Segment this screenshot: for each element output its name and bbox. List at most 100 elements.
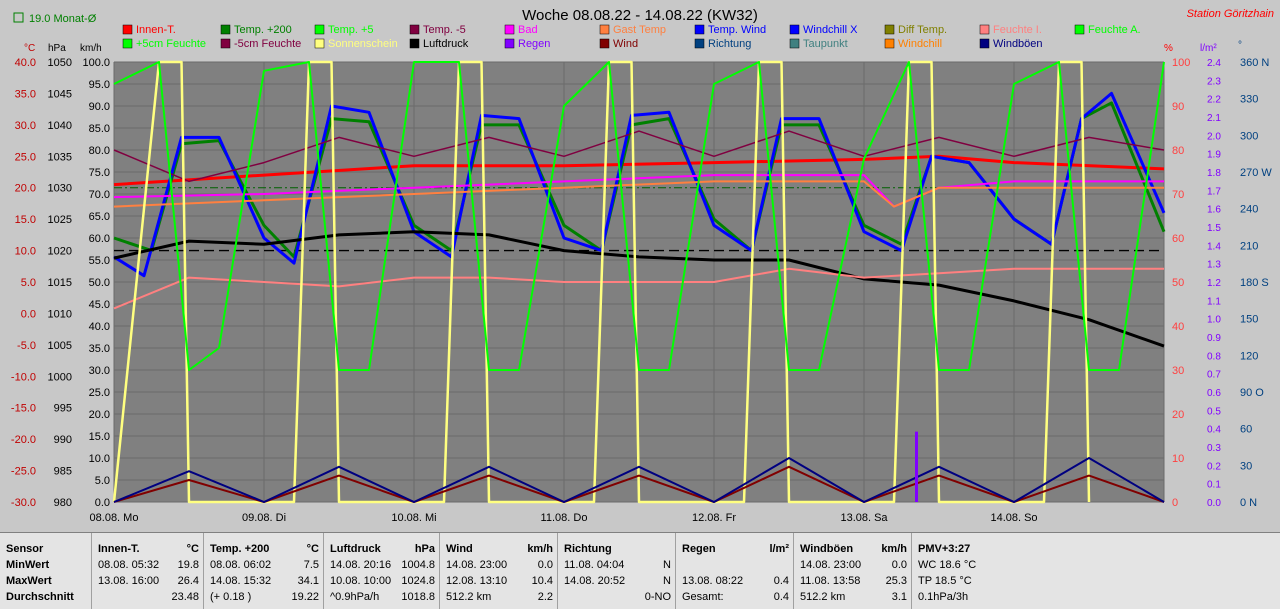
legend: Innen-T. Temp. +200 Temp. +5 Temp. -5 Bad Gas… — [122, 24, 1141, 50]
rain-tick-label: 1.3 — [1207, 260, 1221, 271]
rain-tick-label: 2.4 — [1207, 58, 1221, 69]
unit-dir: ° — [1238, 40, 1242, 51]
legend-label: Feuchte A. — [1088, 24, 1141, 36]
kmh-tick-label: 55.0 — [89, 255, 110, 267]
rain-tick-label: 0.4 — [1207, 425, 1221, 436]
kmh-tick-label: 45.0 — [89, 299, 110, 311]
stats-time: 512.2 km — [446, 591, 492, 603]
stats-value: 0.0 — [537, 559, 553, 571]
stats-time: 13.08. 16:00 — [98, 575, 160, 587]
kmh-tick-label: 70.0 — [89, 189, 110, 201]
kmh-tick-label: 25.0 — [89, 387, 110, 399]
dir-tick-label: 240 — [1240, 204, 1258, 216]
series-line-feuchte-i- — [113, 267, 1164, 310]
rain-tick-label: 1.5 — [1207, 223, 1221, 234]
stats-value: 19.8 — [177, 559, 199, 571]
temp-tick-label: 35.0 — [15, 88, 36, 100]
legend-label: Richtung — [708, 38, 751, 50]
dir-tick-label: 360 N — [1240, 57, 1269, 69]
stats-value: N — [663, 559, 671, 571]
series-line-bad — [113, 174, 1164, 208]
temp-tick-label: 40.0 — [15, 57, 36, 69]
legend-swatch — [694, 38, 705, 49]
legend-label: Diff Temp. — [898, 24, 947, 36]
series-line-feuchte-a- — [113, 61, 1165, 371]
rain-tick-label: 2.0 — [1207, 131, 1221, 142]
temp-tick-label: -30.0 — [11, 497, 36, 509]
legend-swatch — [789, 24, 800, 35]
hpa-tick-label: 990 — [54, 434, 72, 446]
legend-swatch — [599, 38, 610, 49]
temp-tick-label: -10.0 — [11, 371, 36, 383]
stats-value: 10.4 — [531, 575, 553, 587]
legend-swatch — [314, 38, 325, 49]
legend-label: Bad — [518, 24, 538, 36]
legend-swatch — [409, 24, 420, 35]
day-label: 12.08. Fr — [692, 512, 736, 524]
stats-time: 11.08. 04:04 — [564, 559, 625, 571]
rain-tick-label: 0.9 — [1207, 333, 1221, 344]
legend-label: Regen — [518, 38, 550, 50]
temp-tick-label: -25.0 — [11, 466, 36, 478]
stats-time: 14.08. 20:16 — [330, 559, 392, 571]
stats-col-name: Innen-T. — [98, 543, 140, 555]
series-group — [112, 60, 1166, 504]
stats-col-unit: km/h — [527, 543, 553, 555]
temp-tick-label: 25.0 — [15, 151, 36, 163]
stats-value: 7.5 — [303, 559, 319, 571]
dir-tick-label: 60 — [1240, 424, 1252, 436]
temp-tick-label: 5.0 — [21, 277, 36, 289]
legend-label: -5cm Feuchte — [234, 38, 301, 50]
weather-chart: 40.0 35.0 30.0 25.0 20.0 15.0 10.0 5.0 0.0 -5.0 -1… — [10, 7, 1274, 524]
series-line-windb-en — [113, 457, 1165, 503]
stats-col-unit: °C — [306, 543, 319, 555]
stats-label-avg: Durchschnitt — [6, 591, 74, 603]
day-label: 13.08. Sa — [840, 512, 888, 524]
kmh-tick-label: 85.0 — [89, 123, 110, 135]
legend-label: Temp. Wind — [708, 24, 766, 36]
legend-swatch — [122, 38, 133, 49]
pct-tick-label: 10 — [1172, 453, 1184, 465]
pct-tick-label: 90 — [1172, 101, 1184, 113]
unit-kmh: km/h — [80, 43, 102, 54]
pct-tick-label: 70 — [1172, 189, 1184, 201]
legend-label: Temp. -5 — [423, 24, 466, 36]
rain-tick-label: 1.9 — [1207, 150, 1221, 161]
stats-col-name: Windböen — [800, 543, 854, 555]
axes-group: 40.0 35.0 30.0 25.0 20.0 15.0 10.0 5.0 0.0 -5.0 -1… — [11, 57, 1272, 524]
stats-col-name: PMV+3:27 — [918, 543, 971, 555]
stats-col-windboeen: Windböen km/h 14.08. 23:00 0.0 11.08. 13:5… — [794, 533, 912, 609]
stats-time: 14.08. 15:32 — [210, 575, 272, 587]
hpa-tick-label: 1040 — [48, 120, 72, 132]
series-line-temp-5 — [113, 130, 1165, 183]
day-label: 11.08. Do — [541, 512, 588, 524]
series-line-gast-temp — [113, 180, 1164, 208]
temp-tick-label: 0.0 — [21, 308, 36, 320]
stats-value: N — [663, 575, 671, 587]
stats-col-innen: Innen-T. °C 08.08. 05:32 19.8 13.08. 16:00… — [92, 533, 204, 609]
legend-swatch — [599, 24, 610, 35]
rain-tick-label: 1.6 — [1207, 205, 1221, 216]
kmh-tick-label: 50.0 — [89, 277, 110, 289]
dir-tick-label: 330 — [1240, 94, 1258, 106]
legend-label: Windchill — [898, 38, 942, 50]
stats-row-labels: Sensor MinWert MaxWert Durchschnitt — [0, 533, 92, 609]
dir-tick-label: 300 — [1240, 130, 1258, 142]
hpa-tick-label: 1050 — [48, 57, 72, 69]
hpa-tick-label: 1020 — [48, 246, 72, 258]
legend-label: Sonnenschein — [328, 38, 398, 50]
legend-label: Feuchte I. — [993, 24, 1042, 36]
hpa-tick-label: 1045 — [48, 88, 72, 100]
legend-swatch — [504, 24, 515, 35]
legend-swatch — [409, 38, 420, 49]
stats-value: 2.2 — [537, 591, 553, 603]
kmh-tick-label: 60.0 — [89, 233, 110, 245]
stats-label-min: MinWert — [6, 559, 50, 571]
day-label: 08.08. Mo — [90, 512, 139, 524]
legend-swatch — [884, 24, 895, 35]
kmh-tick-label: 90.0 — [89, 101, 110, 113]
rain-tick-label: 1.1 — [1207, 296, 1221, 307]
stats-time: 12.08. 13:10 — [446, 575, 508, 587]
legend-label: Temp. +5 — [328, 24, 374, 36]
stats-time — [682, 557, 789, 573]
